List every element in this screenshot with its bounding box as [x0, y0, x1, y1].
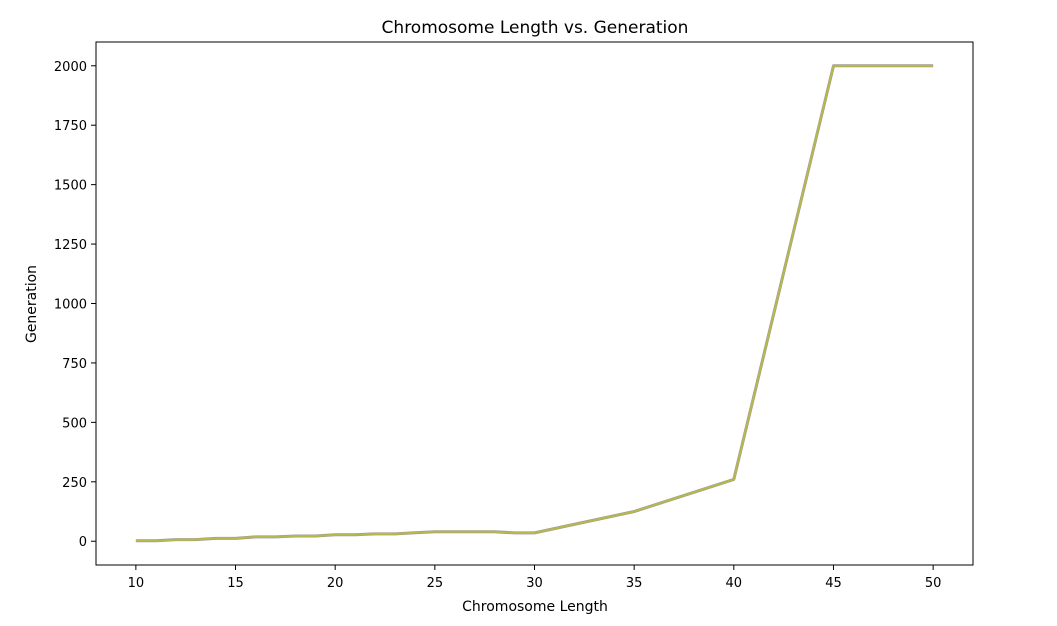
chart-title: Chromosome Length vs. Generation	[382, 18, 689, 38]
y-tick-label: 500	[62, 416, 87, 431]
y-tick-label: 1250	[54, 238, 87, 253]
x-tick-label: 25	[427, 576, 444, 591]
x-axis: 10 15 20 25 30 35 40 45 50	[128, 565, 942, 591]
y-tick-label: 1500	[54, 179, 87, 194]
y-axis: 0 250 500 750 1000 1250 1500 1750 2000	[54, 60, 96, 550]
series-line-shadow	[135, 64, 934, 543]
y-tick-label: 750	[62, 357, 87, 372]
y-axis-label: Generation	[24, 265, 40, 343]
x-tick-label: 40	[726, 576, 743, 591]
y-tick-label: 2000	[54, 60, 87, 75]
x-tick-label: 20	[327, 576, 344, 591]
x-tick-label: 45	[825, 576, 842, 591]
x-tick-label: 30	[526, 576, 543, 591]
series-line	[135, 64, 934, 542]
x-axis-label: Chromosome Length	[462, 599, 608, 615]
plot-area	[95, 41, 974, 566]
x-tick-label: 10	[128, 576, 145, 591]
x-tick-label: 15	[227, 576, 244, 591]
y-tick-label: 0	[79, 535, 87, 550]
y-tick-label: 1000	[54, 298, 87, 313]
x-tick-label: 35	[626, 576, 643, 591]
x-tick-label: 50	[925, 576, 942, 591]
series-layer	[135, 64, 934, 543]
y-tick-label: 250	[62, 476, 87, 491]
y-tick-label: 1750	[54, 119, 87, 134]
